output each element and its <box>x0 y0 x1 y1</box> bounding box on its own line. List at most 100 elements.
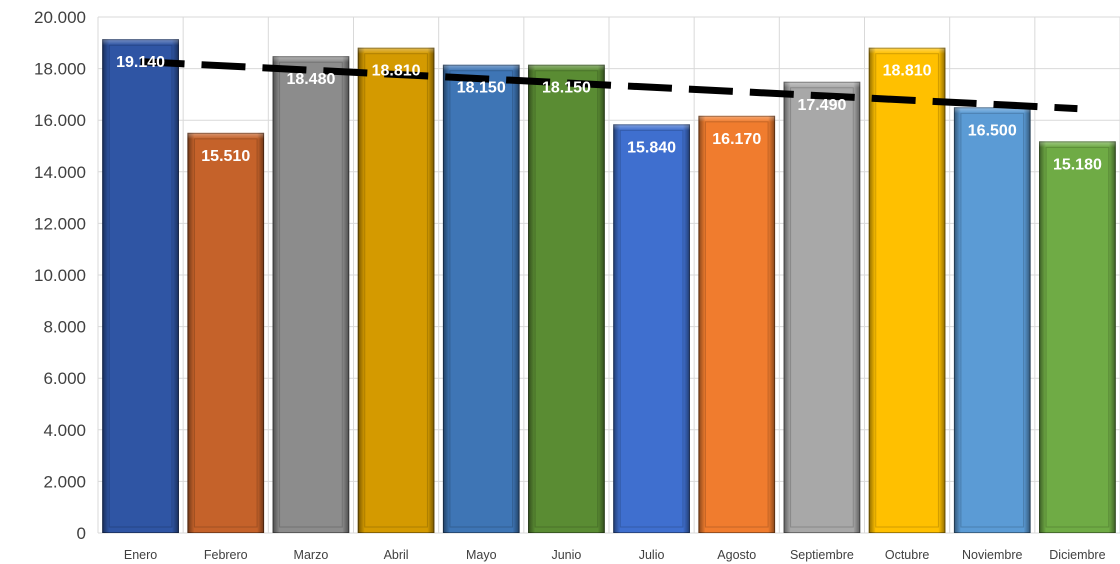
bar-body <box>953 107 1031 534</box>
bar-bevel-left <box>272 56 280 533</box>
x-axis-tick-labels: Enero Febrero Marzo Abril Mayo Junio Julio Agos… <box>124 548 1106 562</box>
bar-bevel-right <box>427 47 435 534</box>
bar-bevel-top <box>102 39 179 46</box>
data-label: 18.480 <box>286 71 335 88</box>
bar-abril <box>357 47 435 534</box>
x-tick-label: Diciembre <box>1049 548 1105 562</box>
trendline <box>140 58 1078 113</box>
bar-inner-outline <box>449 70 514 528</box>
gridlines <box>97 16 1120 534</box>
data-label: 18.810 <box>883 63 932 80</box>
bar-septiembre <box>783 81 861 534</box>
bar-outline <box>868 47 946 534</box>
bar-bevel-right <box>682 124 690 533</box>
bar-outline <box>783 81 861 534</box>
bar-bevel-top <box>613 124 690 131</box>
bar-inner-outline <box>704 121 769 528</box>
bar-body <box>868 47 946 534</box>
bar-julio <box>613 124 690 533</box>
bar-bevel-right <box>257 132 265 534</box>
x-tick-label: Noviembre <box>962 548 1022 562</box>
bar-bevel-right <box>853 81 861 534</box>
bar-body <box>613 124 690 533</box>
bar-bevel-right <box>342 56 350 533</box>
bar-outline <box>528 64 605 533</box>
trendline-dashed <box>140 58 1078 113</box>
bar-bevel-left <box>442 64 450 533</box>
bar-body <box>1039 141 1116 533</box>
x-tick-label: Marzo <box>294 548 329 562</box>
data-label: 15.840 <box>627 139 676 156</box>
data-label: 15.510 <box>201 148 250 165</box>
bar-outline <box>1039 141 1116 534</box>
y-tick-label: 18.000 <box>34 60 86 79</box>
bar-bevel-right <box>1023 107 1031 534</box>
bar-inner-outline <box>960 112 1025 528</box>
bar-body <box>187 132 265 534</box>
bar-bevel-top <box>528 64 605 71</box>
bar-outline <box>187 132 265 533</box>
data-label: 19.140 <box>116 54 165 71</box>
y-tick-label: 16.000 <box>34 111 86 130</box>
x-tick-label: Abril <box>384 548 409 562</box>
data-labels: 19.140 15.510 18.480 18.810 18.150 18.150 15.8… <box>116 54 1102 173</box>
bar-inner-outline <box>193 138 258 528</box>
x-tick-label: Octubre <box>885 548 930 562</box>
bar-bevel-top <box>868 47 946 54</box>
bar-body <box>528 64 605 533</box>
bar-inner-outline <box>1045 146 1110 528</box>
x-tick-label: Septiembre <box>790 548 854 562</box>
x-tick-label: Mayo <box>466 548 497 562</box>
bar-mayo <box>442 64 520 533</box>
bar-inner-outline <box>875 53 939 528</box>
x-tick-label: Junio <box>551 548 581 562</box>
bar-bevel-top <box>1039 141 1116 148</box>
bar-noviembre <box>953 107 1031 534</box>
bar-body <box>357 47 435 534</box>
bar-bevel-top <box>357 47 435 54</box>
bar-bevel-top <box>272 56 350 63</box>
bar-junio <box>528 64 605 533</box>
bar-body <box>698 115 776 534</box>
data-label: 18.810 <box>372 63 421 80</box>
bar-bevel-left <box>868 47 876 534</box>
bar-diciembre <box>1039 141 1116 534</box>
x-tick-label: Julio <box>639 548 665 562</box>
bar-bevel-left <box>698 115 706 534</box>
y-axis-tick-labels: 0 2.000 4.000 6.000 8.000 10.000 12.000 14.000 1… <box>34 8 86 543</box>
bar-bevel-right <box>1108 141 1116 533</box>
data-label: 18.150 <box>457 80 506 97</box>
bar-bevel-top <box>953 107 1031 114</box>
y-tick-label: 6.000 <box>43 369 86 388</box>
bar-inner-outline <box>790 87 854 528</box>
x-tick-label: Enero <box>124 548 157 562</box>
bar-bevel-left <box>102 39 110 534</box>
y-tick-label: 14.000 <box>34 163 86 182</box>
bar-febrero <box>187 132 265 534</box>
bar-outline <box>442 64 520 533</box>
bar-bevel-top <box>698 115 776 122</box>
bar-inner-outline <box>108 44 173 528</box>
bar-enero <box>102 39 179 534</box>
bar-agosto <box>698 115 776 534</box>
y-tick-label: 4.000 <box>43 421 86 440</box>
y-tick-label: 8.000 <box>43 318 86 337</box>
data-label: 16.170 <box>712 131 761 148</box>
bar-bevel-right <box>171 39 179 534</box>
bar-outline <box>698 115 776 534</box>
data-label: 16.500 <box>968 122 1017 139</box>
bar-bevel-left <box>187 132 195 534</box>
bar-outline <box>613 124 690 533</box>
bar-bevel-right <box>512 64 520 533</box>
x-tick-label: Febrero <box>204 548 248 562</box>
bar-inner-outline <box>279 61 343 528</box>
bar-outline <box>102 39 179 534</box>
bar-body <box>442 64 520 533</box>
bar-inner-outline <box>364 53 428 528</box>
bar-outline <box>953 107 1031 534</box>
bar-bevel-top <box>187 132 265 139</box>
bar-bevel-left <box>357 47 365 534</box>
bar-bevel-left <box>783 81 791 534</box>
